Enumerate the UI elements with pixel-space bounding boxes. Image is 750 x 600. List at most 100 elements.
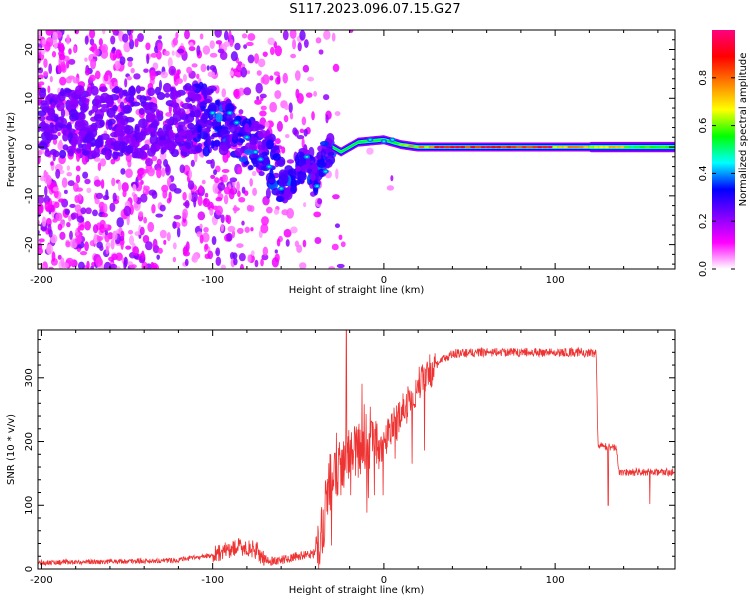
- noise-blob: [150, 52, 158, 58]
- noise-blob: [60, 60, 66, 72]
- noise-blob: [156, 50, 162, 60]
- noise-blob: [241, 33, 248, 39]
- noise-blob: [102, 30, 106, 35]
- ridge-blob: [99, 107, 107, 113]
- ridge-blob: [157, 110, 164, 117]
- noise-blob: [233, 204, 238, 214]
- noise-blob: [332, 63, 340, 73]
- noise-blob: [201, 179, 206, 185]
- ridge-core: [433, 145, 440, 149]
- ridge-blob: [128, 96, 134, 104]
- noise-blob: [42, 71, 49, 77]
- ridge-core: [593, 145, 600, 149]
- noise-blob: [292, 127, 298, 136]
- noise-blob: [140, 193, 148, 203]
- ridge-core: [526, 145, 533, 149]
- noise-blob: [313, 211, 322, 218]
- ridge-blob: [275, 196, 285, 203]
- noise-blob: [188, 192, 192, 201]
- noise-blob: [271, 257, 279, 268]
- noise-blob: [323, 30, 331, 40]
- ridge-blob: [40, 131, 51, 142]
- noise-blob: [94, 48, 100, 57]
- noise-blob: [123, 205, 132, 217]
- noise-blob: [112, 54, 117, 61]
- noise-blob: [41, 216, 47, 227]
- ridge-blob: [325, 162, 331, 169]
- ridge-blob: [263, 157, 271, 167]
- ridge-core: [444, 145, 451, 149]
- noise-blob: [74, 204, 82, 213]
- ridge-blob: [244, 123, 250, 133]
- noise-blob: [262, 246, 269, 256]
- noise-blob: [281, 146, 286, 154]
- noise-blob: [191, 256, 196, 263]
- noise-blob: [325, 114, 329, 124]
- noise-blob: [132, 246, 140, 256]
- ridge-blob: [138, 107, 145, 116]
- noise-blob: [261, 216, 269, 226]
- p1-y-axis-label: Frequency (Hz): [6, 112, 17, 188]
- noise-blob: [100, 179, 105, 189]
- ridge-blob: [98, 86, 108, 93]
- noise-blob: [125, 168, 133, 179]
- snr-series-line: [38, 330, 675, 569]
- ridge-blob: [186, 130, 193, 141]
- ridge-core: [588, 145, 595, 149]
- ridge-blob: [296, 151, 305, 158]
- noise-blob: [261, 254, 269, 261]
- ridge-blob: [295, 165, 302, 172]
- ridge-core: [449, 145, 456, 149]
- noise-blob: [282, 72, 288, 84]
- noise-blob: [221, 168, 230, 173]
- noise-blob: [66, 221, 71, 228]
- noise-blob: [163, 158, 168, 168]
- noise-blob: [137, 33, 144, 43]
- ridge-blob: [80, 95, 87, 103]
- noise-blob: [57, 223, 63, 231]
- ridge-blob: [303, 149, 310, 155]
- ridge-blob: [113, 86, 120, 94]
- noise-blob: [126, 30, 132, 36]
- noise-blob: [105, 245, 109, 255]
- noise-blob: [236, 243, 244, 248]
- p1-ytick-label: 20: [24, 43, 35, 56]
- noise-blob: [194, 151, 198, 163]
- ridge-highlight-core: [245, 136, 249, 139]
- ridge-blob: [201, 128, 211, 133]
- ridge-blob: [49, 134, 59, 140]
- noise-blob: [151, 155, 158, 162]
- ridge-blob: [249, 120, 259, 132]
- noise-blob: [215, 196, 223, 202]
- noise-blob: [90, 265, 95, 269]
- ridge-blob: [139, 151, 148, 160]
- noise-blob: [182, 208, 188, 219]
- noise-blob: [225, 214, 229, 223]
- noise-blob: [116, 217, 124, 228]
- noise-blob: [168, 65, 177, 76]
- ridge-core: [480, 145, 487, 149]
- ridge-blob: [122, 106, 128, 113]
- noise-blob: [95, 257, 103, 267]
- noise-blob: [274, 45, 282, 57]
- noise-blob: [220, 214, 225, 224]
- ridge-core: [577, 145, 584, 149]
- ridge-highlight-core: [228, 111, 232, 114]
- noise-blob: [50, 161, 54, 166]
- ridge-blob: [164, 92, 171, 98]
- noise-blob: [110, 35, 116, 45]
- noise-blob: [112, 192, 117, 202]
- noise-blob: [143, 68, 149, 73]
- noise-blob: [220, 223, 224, 232]
- ridge-blob: [92, 152, 101, 158]
- colorbar: 0.0 0.2 0.4 0.6 0.8 Normalized spectral ampli…: [698, 30, 749, 277]
- ridge-core: [639, 145, 646, 149]
- noise-blob: [238, 196, 246, 203]
- ridge-blob: [104, 150, 112, 161]
- ridge-blob: [203, 98, 212, 104]
- noise-blob: [269, 101, 278, 113]
- ridge-highlight-core: [390, 138, 394, 141]
- noise-blob: [190, 159, 195, 167]
- noise-blob: [132, 184, 137, 192]
- ridge-blob: [208, 102, 217, 114]
